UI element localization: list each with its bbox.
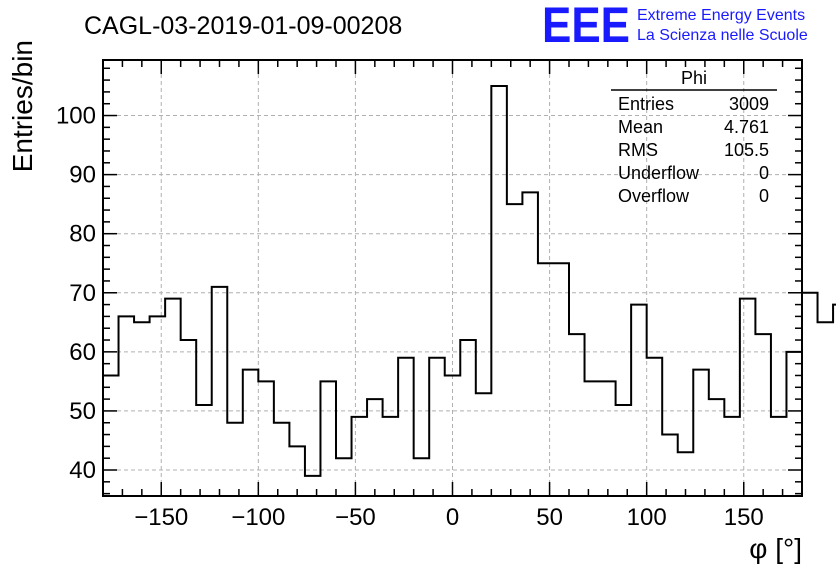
y-tick-label: 40 — [69, 457, 96, 484]
stats-value-mean: 4.761 — [724, 117, 769, 137]
histogram-bin — [724, 417, 740, 496]
histogram-bin — [569, 334, 585, 496]
histogram-bin — [196, 405, 212, 496]
histogram-bin — [243, 370, 259, 496]
stats-label-underflow: Underflow — [618, 163, 700, 183]
histogram-bin — [786, 352, 802, 496]
histogram-bin — [150, 316, 166, 496]
x-tick-label: −100 — [231, 504, 285, 531]
histogram-bin — [227, 423, 243, 496]
histogram-bin — [755, 334, 771, 496]
x-tick-labels: −150 −100 −50 0 50 100 150 — [134, 504, 764, 531]
y-tick-label: 80 — [69, 221, 96, 248]
histogram-outline — [103, 84, 836, 477]
histogram-bin — [771, 417, 787, 496]
y-tick-label: 60 — [69, 339, 96, 366]
histogram-bin — [445, 375, 461, 496]
chart-title: CAGL-03-2019-01-09-00208 — [84, 12, 402, 40]
histogram-bin — [616, 405, 632, 496]
histogram-bin — [258, 381, 274, 496]
y-tick-label: 70 — [69, 280, 96, 307]
x-tick-label: 150 — [724, 504, 764, 531]
stats-value-underflow: 0 — [759, 163, 769, 183]
x-tick-label: 0 — [446, 504, 459, 531]
histogram-bin — [522, 192, 538, 496]
histogram-bin — [693, 370, 709, 496]
x-axis-title: φ [°] — [749, 533, 802, 564]
histogram-bin — [818, 322, 834, 496]
histogram-bin — [289, 446, 305, 496]
histogram-bin — [274, 423, 290, 496]
plot-frame — [102, 59, 803, 497]
histogram-bin — [367, 399, 383, 496]
histogram-bin — [103, 375, 119, 496]
histogram-bin — [600, 381, 616, 496]
stats-value-overflow: 0 — [759, 186, 769, 206]
eee-logo: EEE Extreme Energy Events La Scienza nel… — [542, 0, 808, 53]
histogram-bin — [119, 316, 135, 496]
histogram-bin — [398, 358, 414, 496]
grid-lines — [103, 60, 802, 496]
x-tick-label: 50 — [536, 504, 563, 531]
histogram-bin — [429, 358, 445, 496]
histogram-bin — [320, 381, 336, 496]
histogram-bin — [476, 393, 492, 496]
histogram-bin — [538, 263, 554, 496]
histogram-series — [103, 84, 836, 496]
stats-value-rms: 105.5 — [724, 140, 769, 160]
histogram-bin — [460, 340, 476, 496]
stats-label-overflow: Overflow — [618, 186, 690, 206]
stats-label-mean: Mean — [618, 117, 663, 137]
histogram-bin — [165, 299, 181, 496]
y-tick-labels: 40 50 60 70 80 90 100 — [56, 103, 96, 484]
histogram-bin — [802, 293, 818, 496]
histogram-bin — [631, 305, 647, 496]
x-tick-label: −50 — [335, 504, 376, 531]
histogram-bin — [212, 287, 228, 496]
eee-logo-line1: Extreme Energy Events — [637, 7, 805, 24]
eee-logo-line2: La Scienza nelle Scuole — [637, 27, 808, 44]
y-tick-label: 100 — [56, 103, 96, 130]
histogram-bin — [647, 358, 663, 496]
histogram-bin — [414, 458, 430, 496]
histogram-bin — [134, 322, 150, 496]
x-tick-label: −150 — [134, 504, 188, 531]
stats-label-entries: Entries — [618, 94, 674, 114]
x-tick-label: 100 — [627, 504, 667, 531]
histogram-bin — [305, 476, 321, 496]
histogram-bin — [383, 417, 399, 496]
stats-box: Phi Entries 3009 Mean 4.761 RMS 105.5 Un… — [611, 68, 777, 206]
histogram-bin — [709, 399, 725, 496]
histogram-bin — [491, 86, 507, 496]
histogram-bin — [336, 458, 352, 496]
stats-label-rms: RMS — [618, 140, 658, 160]
y-tick-label: 50 — [69, 398, 96, 425]
histogram-bin — [507, 204, 523, 496]
y-tick-label: 90 — [69, 162, 96, 189]
stats-value-entries: 3009 — [729, 94, 769, 114]
eee-logo-mark: EEE — [542, 0, 630, 53]
histogram-bin — [585, 381, 601, 496]
stats-title: Phi — [681, 68, 707, 88]
histogram-bin — [181, 340, 197, 496]
histogram-bin — [662, 435, 678, 496]
histogram-bin — [352, 417, 368, 496]
y-axis-title: Entries/bin — [7, 40, 38, 172]
histogram-bin — [740, 299, 756, 496]
histogram-bin — [553, 263, 569, 496]
